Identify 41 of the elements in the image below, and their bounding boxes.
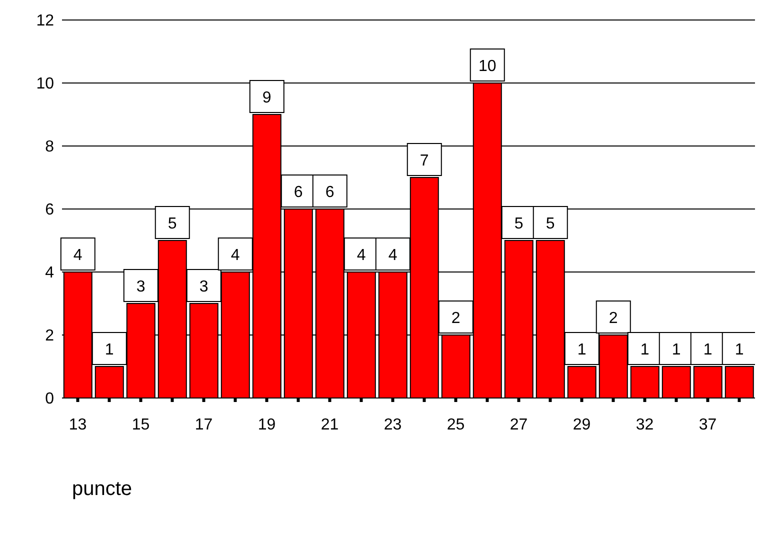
x-tick-label: 25	[446, 416, 465, 434]
data-label: 4	[73, 247, 82, 264]
data-label: 10	[478, 58, 496, 75]
x-tick-label: 32	[636, 416, 654, 434]
data-label: 4	[388, 247, 398, 264]
data-label: 4	[356, 247, 366, 264]
x-tick-label: 17	[194, 416, 213, 434]
data-label: 7	[420, 152, 429, 170]
x-tick-label: 27	[510, 416, 528, 434]
data-label: 2	[451, 310, 460, 327]
data-label: 5	[546, 216, 555, 232]
x-tick-label: 21	[320, 416, 339, 434]
data-label: 4	[230, 247, 240, 264]
y-tick-label: 10	[36, 76, 54, 93]
x-tick-label: 29	[572, 416, 591, 434]
data-label: 1	[734, 342, 744, 358]
data-label: 1	[577, 342, 586, 358]
y-tick-label: 6	[45, 202, 54, 219]
data-label: 9	[262, 90, 272, 106]
y-tick-label: 8	[45, 138, 54, 156]
y-tick-label: 4	[45, 264, 54, 282]
data-label: 3	[199, 278, 208, 296]
data-label: 6	[294, 184, 303, 201]
data-label: 1	[104, 342, 114, 358]
x-tick-label: 19	[258, 416, 276, 434]
data-label: 5	[514, 216, 524, 232]
data-label: 5	[168, 216, 177, 232]
data-label: 2	[608, 310, 618, 327]
data-label: 3	[136, 278, 146, 296]
x-tick-label: 15	[132, 416, 150, 434]
data-label: 1	[640, 342, 650, 358]
y-tick-label: 12	[36, 12, 54, 30]
x-tick-label: 37	[698, 416, 717, 434]
y-tick-label: 0	[45, 390, 54, 408]
x-tick-label: 13	[68, 416, 87, 434]
data-label: 1	[703, 342, 712, 358]
data-label: 1	[672, 342, 681, 358]
y-tick-label: 2	[45, 328, 54, 345]
x-axis-title: puncte	[72, 478, 132, 501]
data-label: 6	[325, 184, 334, 201]
x-tick-label: 23	[384, 416, 402, 434]
